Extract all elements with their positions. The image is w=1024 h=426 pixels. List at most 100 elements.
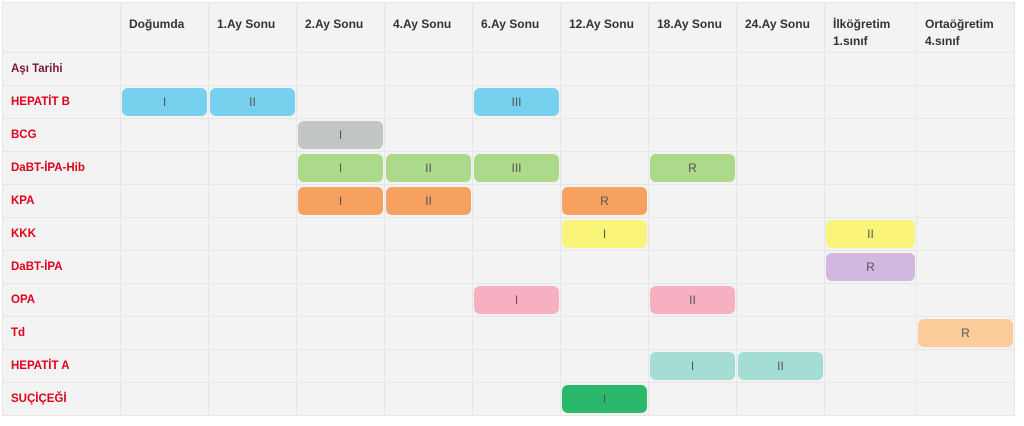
header-row: Doğumda 1.Ay Sonu 2.Ay Sonu 4.Ay Sonu 6.Ay S… [2, 2, 1015, 53]
schedule-cell [384, 283, 473, 317]
schedule-cell [736, 52, 825, 86]
schedule-cell [384, 52, 473, 86]
dose-pill[interactable]: III [474, 88, 559, 116]
schedule-cell [824, 382, 917, 416]
schedule-cell [736, 316, 825, 350]
schedule-cell [472, 349, 561, 383]
dose-pill[interactable]: R [826, 253, 915, 281]
schedule-cell [120, 184, 209, 218]
dose-pill[interactable]: I [298, 154, 383, 182]
schedule-cell [560, 151, 649, 185]
schedule-cell [824, 151, 917, 185]
schedule-cell: R [560, 184, 649, 218]
schedule-cell [296, 217, 385, 251]
vaccine-name: KPA [2, 184, 121, 218]
schedule-cell [120, 52, 209, 86]
vaccine-row: SUÇİÇEĞİ I [2, 382, 1015, 416]
dose-pill[interactable]: R [650, 154, 735, 182]
vaccine-row: DaBT-İPA R [2, 250, 1015, 284]
schedule-cell [472, 316, 561, 350]
column-header: 12.Ay Sonu [560, 2, 649, 53]
schedule-cell [120, 217, 209, 251]
schedule-cell [296, 382, 385, 416]
column-header: 2.Ay Sonu [296, 2, 385, 53]
vaccine-name: DaBT-İPA-Hib [2, 151, 121, 185]
dose-pill[interactable]: II [826, 220, 915, 248]
vaccine-name: OPA [2, 283, 121, 317]
schedule-cell [120, 151, 209, 185]
schedule-cell [384, 349, 473, 383]
schedule-cell [384, 382, 473, 416]
schedule-cell: I [648, 349, 737, 383]
schedule-cell: II [824, 217, 917, 251]
schedule-cell [916, 151, 1015, 185]
vaccine-name: Td [2, 316, 121, 350]
schedule-cell [560, 316, 649, 350]
schedule-cell [648, 52, 737, 86]
vaccine-row: OPA I II [2, 283, 1015, 317]
dose-pill[interactable]: I [122, 88, 207, 116]
schedule-cell [208, 382, 297, 416]
vaccine-name: BCG [2, 118, 121, 152]
vaccine-row: Td R [2, 316, 1015, 350]
dose-pill[interactable]: II [386, 154, 471, 182]
schedule-cell [472, 250, 561, 284]
column-header: Doğumda [120, 2, 209, 53]
dose-pill[interactable]: I [562, 385, 647, 413]
vaccine-name: HEPATİT A [2, 349, 121, 383]
schedule-cell: R [916, 316, 1015, 350]
schedule-cell [824, 349, 917, 383]
dose-pill[interactable]: I [650, 352, 735, 380]
vaccination-table: Doğumda 1.Ay Sonu 2.Ay Sonu 4.Ay Sonu 6.Ay S… [2, 2, 1015, 416]
dose-pill[interactable]: II [386, 187, 471, 215]
schedule-cell [736, 382, 825, 416]
schedule-cell [384, 217, 473, 251]
dose-pill[interactable]: I [298, 121, 383, 149]
dose-pill[interactable]: R [562, 187, 647, 215]
vaccine-name: SUÇİÇEĞİ [2, 382, 121, 416]
column-header: 24.Ay Sonu [736, 2, 825, 53]
vaccine-name: Aşı Tarihi [2, 52, 121, 86]
schedule-cell [824, 316, 917, 350]
schedule-cell: II [208, 85, 297, 119]
schedule-cell [916, 217, 1015, 251]
dose-pill[interactable]: II [210, 88, 295, 116]
header-corner [2, 2, 121, 53]
schedule-cell: III [472, 151, 561, 185]
schedule-cell [208, 217, 297, 251]
schedule-cell [296, 250, 385, 284]
vaccine-name: KKK [2, 217, 121, 251]
schedule-cell [208, 184, 297, 218]
schedule-cell [824, 85, 917, 119]
vaccine-row: KKK I II [2, 217, 1015, 251]
dose-pill[interactable]: I [474, 286, 559, 314]
schedule-cell: III [472, 85, 561, 119]
dose-pill[interactable]: III [474, 154, 559, 182]
schedule-cell [560, 283, 649, 317]
schedule-cell [916, 52, 1015, 86]
schedule-cell [648, 382, 737, 416]
vaccine-row: DaBT-İPA-Hib I II III R [2, 151, 1015, 185]
schedule-cell [648, 250, 737, 284]
dose-pill[interactable]: R [918, 319, 1013, 347]
column-header: 18.Ay Sonu [648, 2, 737, 53]
column-header: 4.Ay Sonu [384, 2, 473, 53]
schedule-cell [736, 184, 825, 218]
schedule-cell [916, 382, 1015, 416]
schedule-cell: R [824, 250, 917, 284]
dose-pill[interactable]: I [298, 187, 383, 215]
schedule-cell [560, 349, 649, 383]
schedule-cell [472, 118, 561, 152]
schedule-cell [208, 316, 297, 350]
dose-pill[interactable]: II [738, 352, 823, 380]
dose-pill[interactable]: I [562, 220, 647, 248]
schedule-cell: I [560, 382, 649, 416]
schedule-cell [648, 217, 737, 251]
schedule-cell [296, 52, 385, 86]
vaccine-row: KPA I II R [2, 184, 1015, 218]
dose-pill[interactable]: II [650, 286, 735, 314]
schedule-cell [736, 85, 825, 119]
vaccine-row: HEPATİT B I II III [2, 85, 1015, 119]
schedule-cell [824, 283, 917, 317]
schedule-cell [916, 118, 1015, 152]
